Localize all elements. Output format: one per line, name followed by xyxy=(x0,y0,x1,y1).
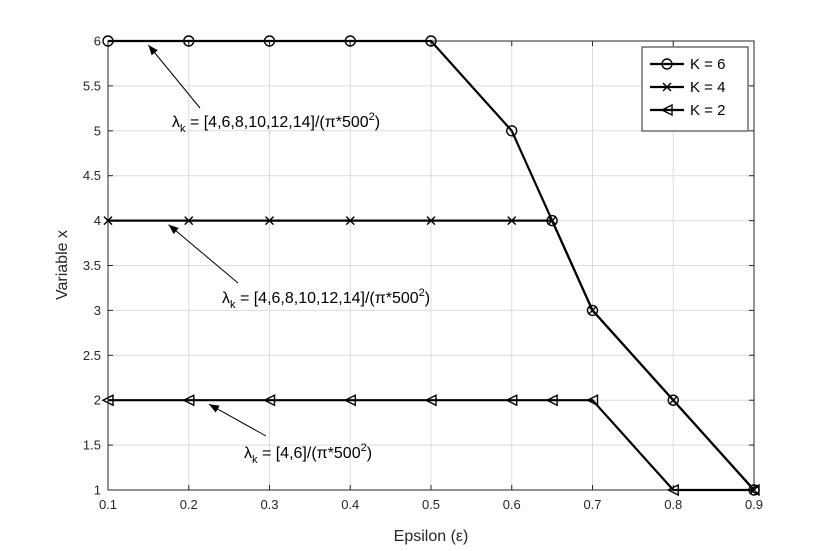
data-point xyxy=(184,216,194,226)
data-point xyxy=(426,216,436,226)
annotation-text: λk = [4,6]/(π*5002) xyxy=(244,442,372,466)
data-point xyxy=(265,216,274,226)
legend-marker xyxy=(661,58,673,70)
data-point xyxy=(585,394,599,407)
annotation-arrow xyxy=(208,403,267,437)
data-point xyxy=(507,216,517,226)
data-point xyxy=(101,394,114,407)
legend-box xyxy=(641,46,749,132)
legend-label: K = 6 xyxy=(690,56,725,73)
data-point xyxy=(102,35,114,47)
y-tick-label: 2.5 xyxy=(83,348,101,363)
data-point xyxy=(345,216,355,226)
annotations: λk = [4,6,8,10,12,14]/(π*5002) λk = [4,6,… xyxy=(147,44,430,466)
y-tick-label: 3.5 xyxy=(83,258,101,273)
series-triangle-left xyxy=(101,394,760,497)
series-line xyxy=(108,219,755,491)
x-axis-label: Epsilon (ε) xyxy=(394,528,469,545)
data-point xyxy=(263,35,276,47)
series-group xyxy=(101,35,760,497)
y-tick-label: 3 xyxy=(94,303,101,318)
data-point xyxy=(505,394,518,407)
annotation-arrow xyxy=(147,44,201,109)
legend-entry: K = 2 xyxy=(650,102,725,119)
data-point xyxy=(668,395,678,405)
x-tick-label: 0.7 xyxy=(583,497,601,512)
annotation-text: λk = [4,6,8,10,12,14]/(π*5002) xyxy=(222,287,430,311)
y-axis-label: Variable x xyxy=(54,230,71,300)
y-tick-label: 5 xyxy=(94,123,101,138)
y-tick-label: 5.5 xyxy=(83,78,101,93)
data-point xyxy=(588,305,597,315)
legend-label: K = 2 xyxy=(690,102,725,119)
data-point xyxy=(424,394,437,407)
data-point xyxy=(262,394,276,407)
annotation-arrowhead xyxy=(208,404,220,413)
x-tick-label: 0.8 xyxy=(664,497,682,512)
series-line xyxy=(108,399,754,492)
tick-labels: 0.1 0.2 0.3 0.4 0.5 0.6 0.7 0.8 0.9 1 1.5 2 2.5 3 3.5 4… xyxy=(83,34,763,513)
annotation-arrowhead xyxy=(168,224,179,235)
legend-marker xyxy=(662,82,672,92)
legend-entry: K = 4 xyxy=(650,79,725,96)
y-tick-label: 1.5 xyxy=(83,438,101,453)
y-tick-label: 4 xyxy=(94,213,101,228)
data-point xyxy=(586,304,599,317)
data-point xyxy=(547,216,557,226)
data-point xyxy=(545,394,558,407)
x-tick-label: 0.9 xyxy=(745,497,763,512)
annotation-arrowhead xyxy=(148,45,158,56)
series-x xyxy=(103,216,759,495)
x-tick-label: 0.6 xyxy=(503,497,521,512)
x-tick-label: 0.1 xyxy=(99,497,117,512)
legend-marker xyxy=(660,103,673,117)
data-point xyxy=(183,35,195,47)
data-point xyxy=(425,35,437,47)
y-tick-label: 6 xyxy=(94,34,101,49)
x-tick-label: 0.4 xyxy=(341,497,359,512)
data-point xyxy=(666,483,679,497)
data-point xyxy=(344,35,356,47)
annotation-text: λk = [4,6,8,10,12,14]/(π*5002) xyxy=(172,111,380,135)
legend-entry: K = 6 xyxy=(650,56,725,73)
data-point xyxy=(103,216,113,226)
data-point xyxy=(182,394,195,407)
annotation: λk = [4,6,8,10,12,14]/(π*5002) xyxy=(168,224,430,311)
data-point xyxy=(506,125,518,137)
y-tick-label: 1 xyxy=(94,483,101,498)
x-tick-label: 0.3 xyxy=(260,497,278,512)
x-tick-label: 0.5 xyxy=(422,497,440,512)
annotation-arrow xyxy=(168,224,239,284)
annotation: λk = [4,6]/(π*5002) xyxy=(208,403,372,466)
data-point xyxy=(667,394,679,406)
annotation: λk = [4,6,8,10,12,14]/(π*5002) xyxy=(147,44,380,135)
data-point xyxy=(747,483,760,497)
data-point xyxy=(343,394,356,407)
legend-label: K = 4 xyxy=(690,79,725,96)
x-tick-label: 0.2 xyxy=(180,497,198,512)
y-tick-label: 4.5 xyxy=(83,168,101,183)
y-tick-label: 2 xyxy=(94,393,101,408)
legend: K = 6 K = 4 K = 2 xyxy=(641,46,749,132)
